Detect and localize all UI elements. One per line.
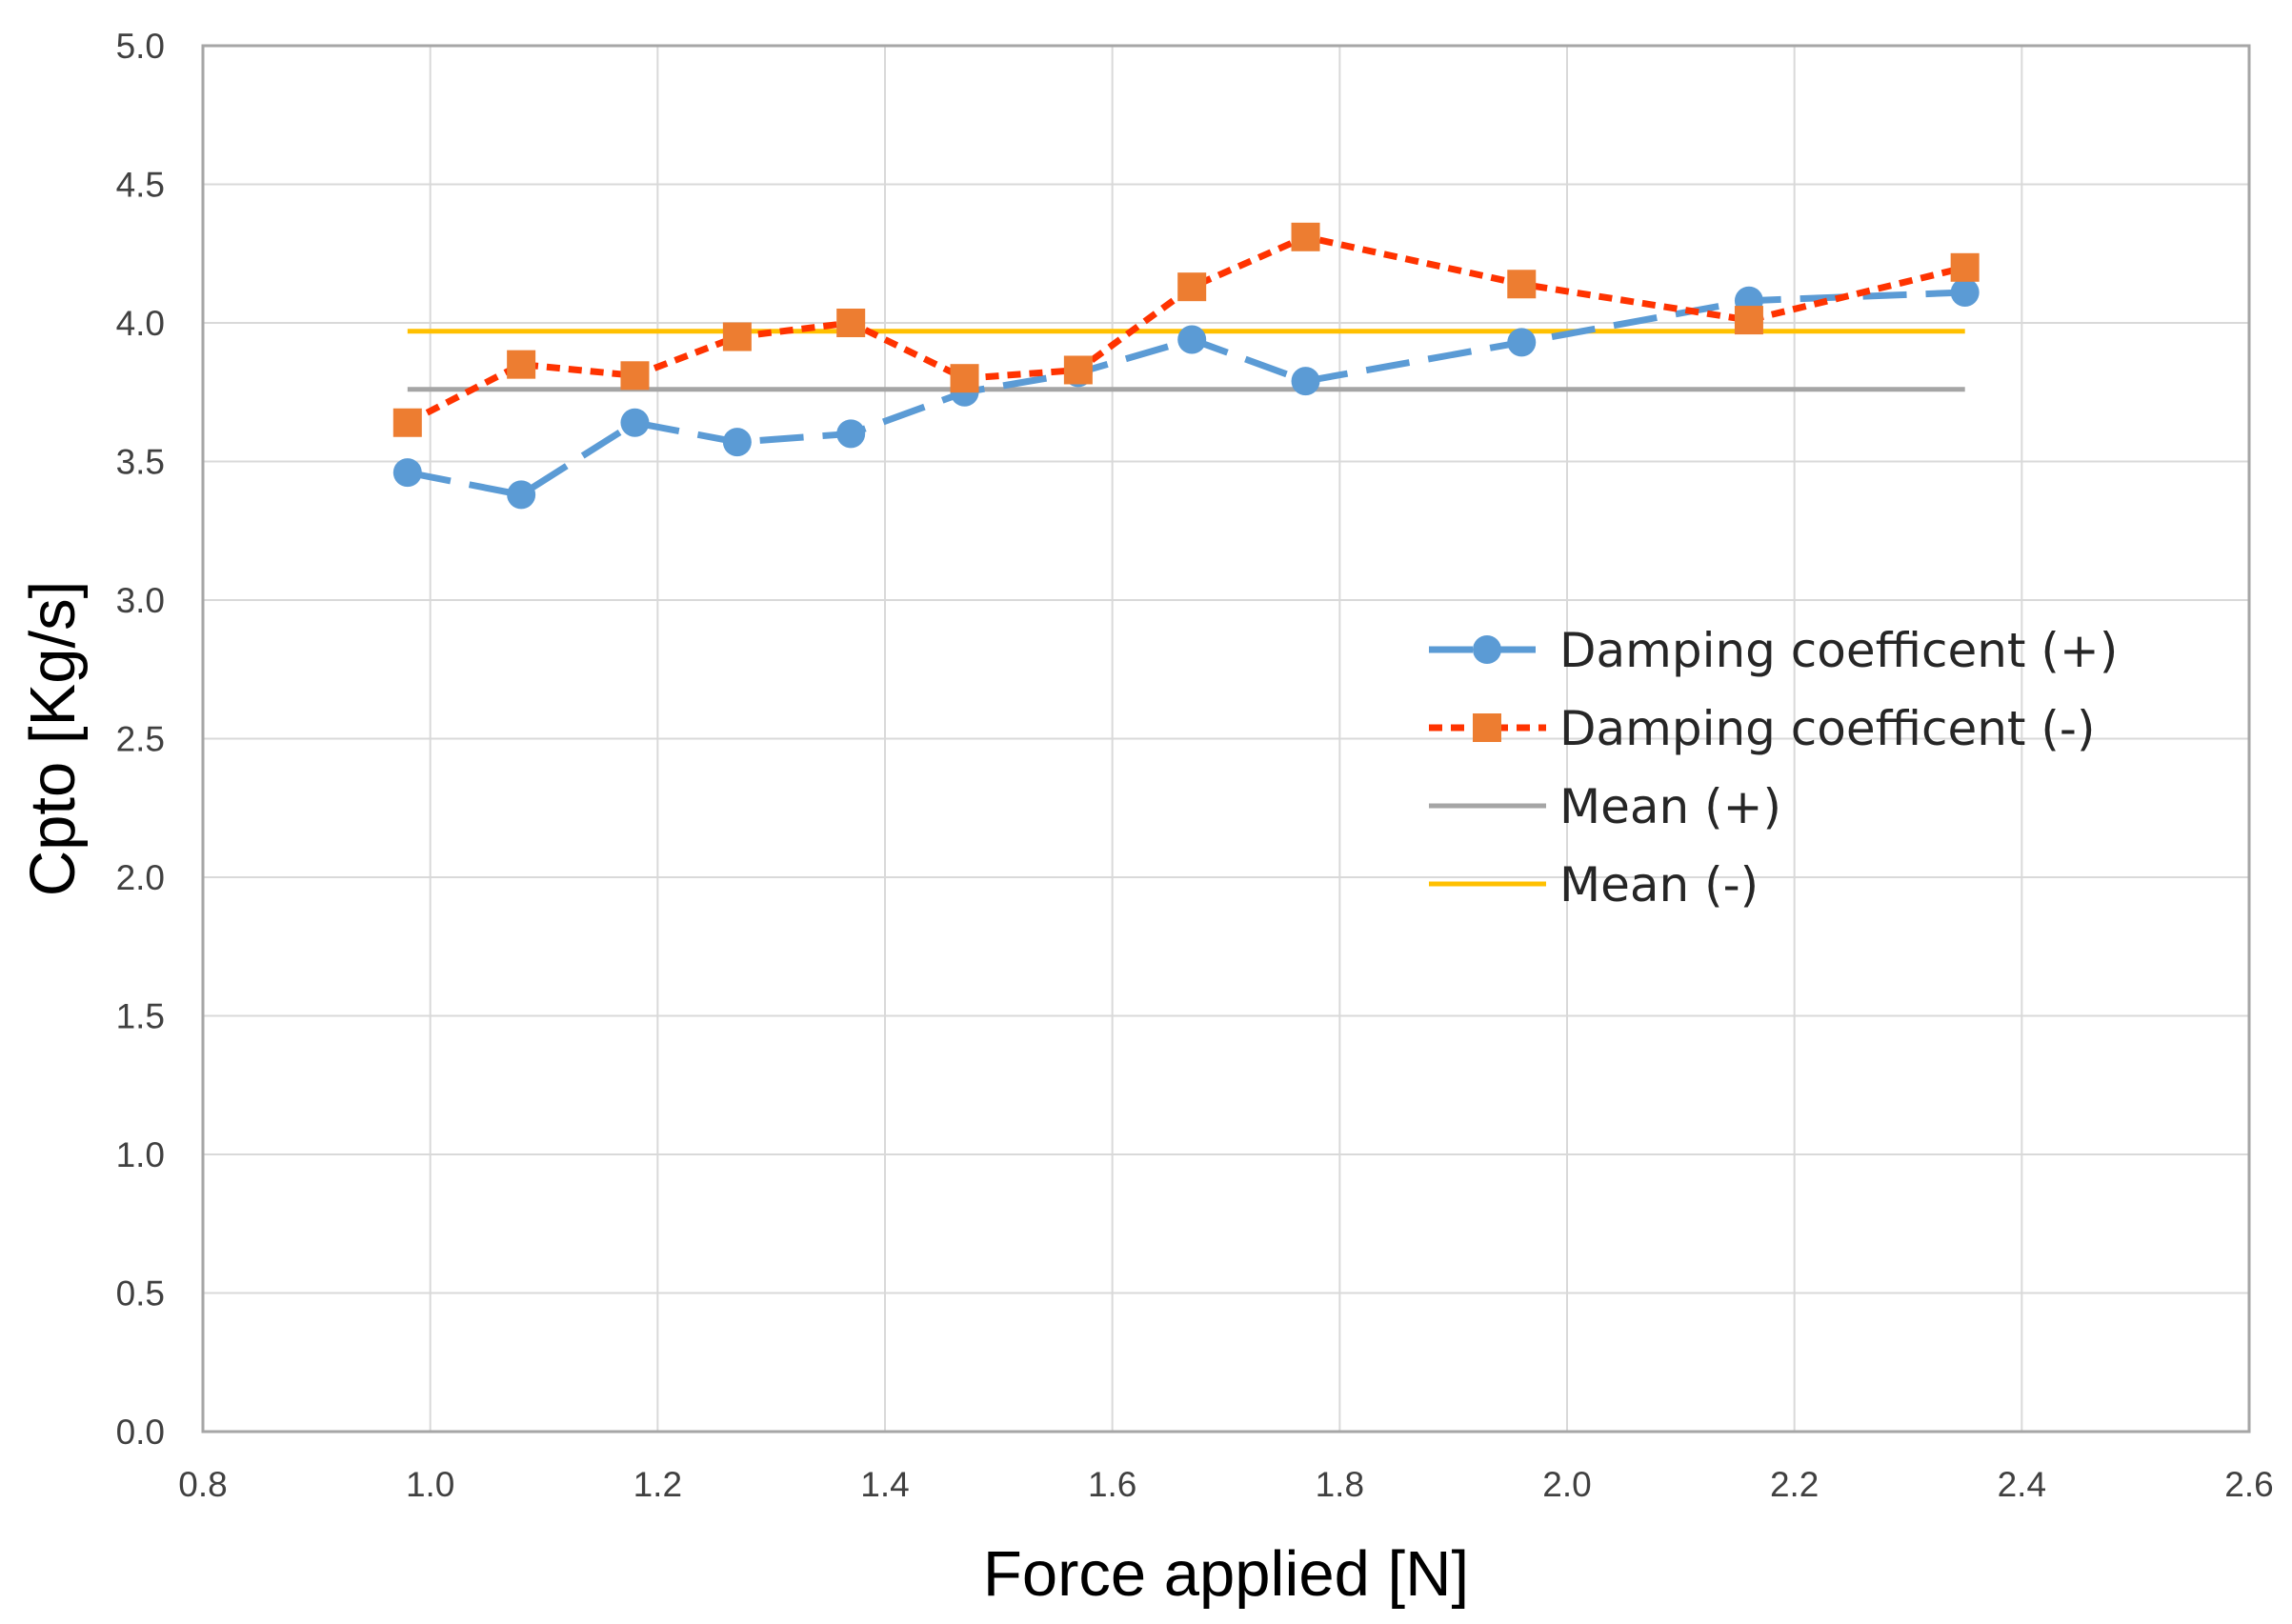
- legend-entry-mean-minus: Mean (-): [1429, 857, 1759, 912]
- y-tick-label: 5.0: [116, 27, 165, 66]
- y-tick-label: 4.0: [116, 304, 165, 343]
- x-tick-label: 1.0: [406, 1465, 454, 1504]
- legend-label-mean-plus: Mean (+): [1559, 779, 1781, 834]
- data-point: [836, 419, 866, 449]
- legend-label-damping-minus: Damping coefficent (-): [1559, 701, 2095, 756]
- x-tick-label: 1.8: [1316, 1465, 1364, 1504]
- data-point: [1507, 270, 1537, 299]
- data-point: [1950, 252, 1980, 282]
- x-tick-label: 1.6: [1088, 1465, 1136, 1504]
- series-line-damping-coefficent: [407, 289, 1965, 498]
- data-point: [507, 350, 536, 379]
- data-point: [507, 480, 536, 510]
- legend-marker-damping-minus-icon: [1473, 713, 1501, 742]
- series-layer: [392, 222, 1980, 510]
- y-tick-label: 2.5: [116, 720, 165, 759]
- legend-entry-damping-minus: Damping coefficent (-): [1429, 701, 2095, 756]
- x-tick-label: 2.0: [1542, 1465, 1591, 1504]
- x-tick-label: 2.2: [1770, 1465, 1819, 1504]
- series-damping-coefficent: [392, 222, 1980, 437]
- y-tick-label: 4.5: [116, 166, 165, 205]
- x-axis-title: Force applied [N]: [983, 1538, 1469, 1610]
- legend-entry-mean-plus: Mean (+): [1429, 779, 1781, 834]
- x-tick-label: 1.4: [860, 1465, 909, 1504]
- x-tick-label: 0.8: [178, 1465, 227, 1504]
- legend-marker-damping-plus-icon: [1473, 635, 1501, 664]
- y-tick-label: 0.5: [116, 1274, 165, 1313]
- y-tick-label: 2.0: [116, 858, 165, 897]
- x-tick-label: 1.2: [633, 1465, 682, 1504]
- data-point: [620, 361, 650, 391]
- y-axis-tick-labels: 0.0 0.5 1.0 1.5 2.0 2.5 3.0 3.5 4.0 4.5 5.0: [116, 27, 165, 1452]
- legend-entry-damping-plus: Damping coefficent (+): [1429, 623, 2118, 678]
- data-point: [836, 309, 866, 337]
- data-point: [1950, 277, 1980, 307]
- data-point: [722, 428, 752, 457]
- legend-label-mean-minus: Mean (-): [1559, 857, 1759, 912]
- data-point: [1291, 367, 1320, 396]
- data-point: [1734, 306, 1763, 335]
- data-point: [1063, 355, 1093, 385]
- data-point: [392, 408, 422, 437]
- y-axis-title: Cpto [Kg/s]: [17, 581, 89, 896]
- y-tick-label: 1.0: [116, 1135, 165, 1174]
- series-damping-coefficent: [392, 277, 1980, 510]
- data-point: [620, 408, 650, 437]
- legend: Damping coefficent (+) Damping coefficen…: [1429, 623, 2118, 912]
- data-point: [1177, 325, 1207, 354]
- legend-label-damping-plus: Damping coefficent (+): [1559, 623, 2118, 678]
- x-tick-label: 2.6: [2224, 1465, 2273, 1504]
- y-tick-label: 1.5: [116, 997, 165, 1036]
- plot-area-border: [201, 44, 2251, 1434]
- data-point: [392, 458, 422, 488]
- data-point: [1291, 222, 1320, 251]
- x-tick-label: 2.4: [1998, 1465, 2046, 1504]
- y-tick-label: 3.0: [116, 581, 165, 620]
- data-point: [950, 364, 979, 393]
- y-tick-label: 0.0: [116, 1413, 165, 1452]
- data-point: [1177, 272, 1207, 302]
- y-tick-label: 3.5: [116, 443, 165, 482]
- data-point: [1507, 328, 1537, 357]
- data-point: [722, 322, 752, 351]
- series-line-damping-coefficent: [406, 233, 1966, 426]
- x-axis-tick-labels: 0.8 1.0 1.2 1.4 1.6 1.8 2.0 2.2 2.4 2.6: [178, 1465, 2273, 1504]
